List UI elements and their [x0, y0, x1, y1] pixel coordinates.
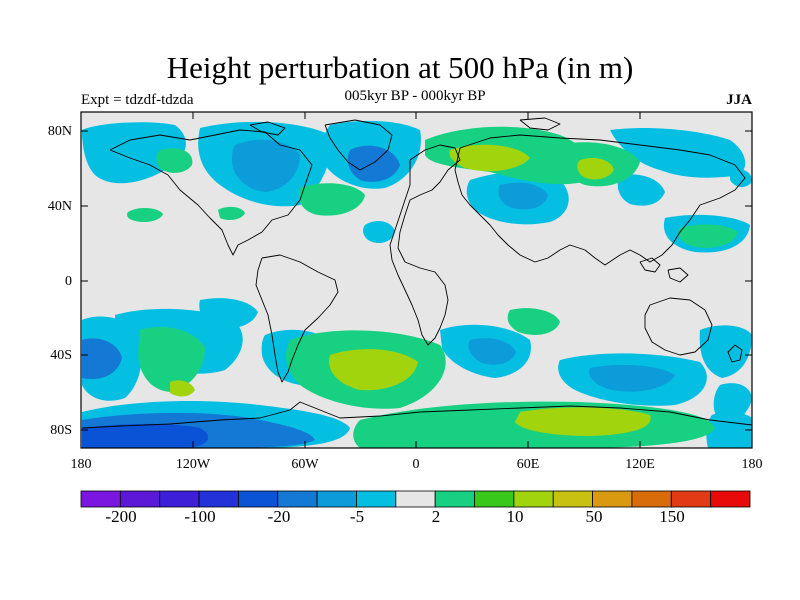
coastlines [81, 117, 752, 429]
anomaly-na-west [82, 122, 186, 184]
colorbar-swatch [513, 490, 554, 508]
experiment-label: Expt = tdzdf-tdzda [81, 92, 194, 108]
anomaly-pacific-north [156, 148, 193, 173]
colorbar-swatch [316, 490, 357, 508]
lon-label-180e: 180 [741, 457, 763, 472]
colorbar-swatch [631, 490, 672, 508]
anomaly-south-pacific-green [138, 326, 205, 392]
coast-arctic-islands [249, 117, 561, 136]
colorbar-swatch [159, 490, 200, 508]
lat-label-0: 0 [65, 274, 72, 289]
colorbar-label: -200 [105, 507, 137, 526]
lon-ticks-bottom [80, 441, 753, 448]
lat-label-80s: 80S [50, 423, 72, 438]
anomaly-pacific-mid [127, 208, 163, 222]
colorbar-swatch [710, 490, 751, 508]
anomaly-siberia-core [577, 158, 614, 180]
lon-label-120w: 120W [175, 457, 211, 472]
colorbar-label: 10 [506, 507, 524, 526]
colorbar-swatch [198, 490, 239, 508]
anomaly-greenland-core [347, 145, 400, 182]
anomaly-atlantic-north [298, 183, 365, 216]
colorbar-swatch [356, 490, 397, 508]
colorbar-swatch [592, 490, 633, 508]
coast-greenland [324, 119, 393, 171]
anomaly-central-asia-core [498, 182, 548, 210]
anomaly-east-arctic [610, 128, 746, 178]
coast-southeast-asia-islands [639, 257, 689, 283]
lat-label-80n: 80N [47, 124, 72, 139]
colorbar-swatch [238, 490, 279, 508]
season-label: JJA [726, 92, 752, 108]
anomaly-north-pacific-east-core [678, 224, 738, 248]
lon-label-60e: 60E [516, 457, 540, 472]
anomaly-south-pacific-mid [199, 298, 258, 329]
colorbar-swatch [552, 490, 593, 508]
anomaly-south-atlantic-core [329, 349, 418, 391]
lat-label-40s: 40S [50, 348, 72, 363]
colorbar-label: -100 [184, 507, 216, 526]
colorbar-swatch [395, 490, 436, 508]
colorbar-swatch [277, 490, 318, 508]
colorbar-swatch [434, 490, 475, 508]
anomaly-indian-ocean-core [589, 364, 675, 392]
anomaly-atlantic-small [363, 220, 395, 244]
colorbar-swatch [474, 490, 515, 508]
anomaly-southeast-pacific [699, 325, 752, 378]
coast-europe-africa [389, 144, 461, 346]
colorbar-label: 50 [585, 507, 603, 526]
lat-ticks-right [745, 130, 752, 431]
anomaly-south-indian-west [507, 308, 560, 335]
colorbar-label: 150 [659, 507, 685, 526]
anomaly-south-atlantic-east-core [468, 338, 516, 365]
coast-new-zealand [727, 344, 743, 363]
plot-subtitle: 005kyr BP - 000kyr BP [344, 88, 486, 104]
coast-asia [454, 134, 746, 266]
anomaly-contours [82, 120, 752, 448]
colorbar-swatch [119, 490, 161, 508]
anomaly-south-pacific-west-core [82, 338, 122, 380]
anomaly-atlantic-mid [218, 206, 245, 221]
colorbar-label: -20 [267, 507, 291, 526]
anomaly-antarctic-green-core [515, 407, 651, 436]
lon-ticks-top [80, 112, 753, 119]
coast-south-america [255, 254, 339, 383]
anomaly-asia-east [617, 174, 665, 206]
colorbar-label: -5 [349, 507, 365, 526]
colorbar-swatch [80, 490, 121, 508]
colorbar [80, 490, 751, 508]
colorbar-label: 2 [431, 507, 441, 526]
axis-ticks [80, 112, 753, 448]
anomaly-eurasia-north-core [449, 144, 530, 172]
lon-label-120e: 120E [625, 457, 655, 472]
plot-title: Height perturbation at 500 hPa (in m) [166, 50, 634, 85]
lon-label-60w: 60W [291, 457, 319, 472]
anomaly-south-pacific-green-core [170, 380, 195, 397]
lon-label-0: 0 [412, 457, 420, 472]
anomaly-antarctic-coast-deep [82, 423, 209, 448]
anomaly-nw-atlantic-edge [730, 169, 752, 188]
colorbar-swatch [670, 490, 712, 508]
lat-label-40n: 40N [47, 199, 72, 214]
lon-label-180w: 180 [70, 457, 92, 472]
coast-north-america [109, 129, 313, 256]
lat-ticks-left [81, 130, 88, 431]
coast-antarctica [81, 401, 752, 429]
anomaly-north-america-core [232, 139, 300, 192]
coast-australia [644, 297, 713, 356]
